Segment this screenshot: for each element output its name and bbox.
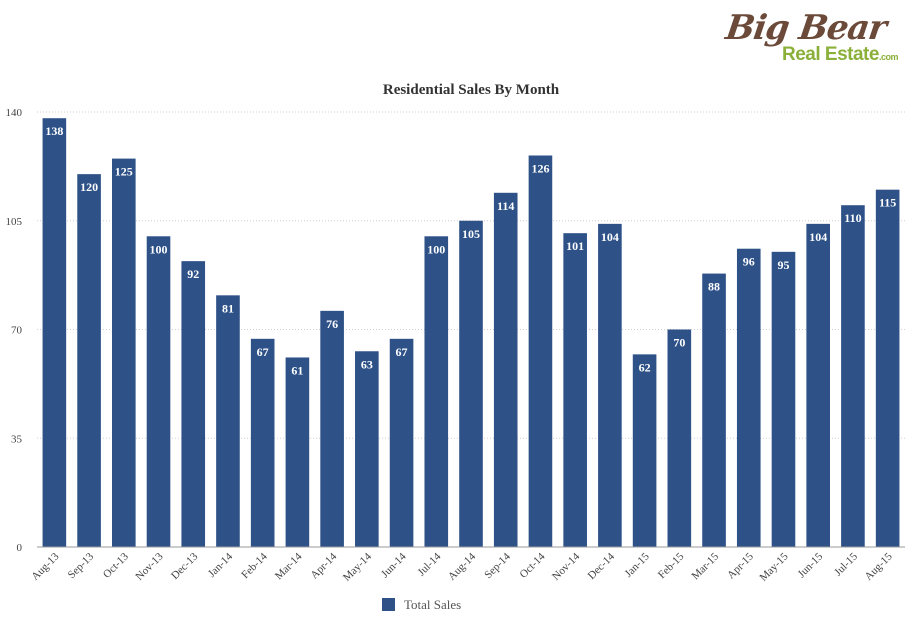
x-tick-label: Jun-15 [796, 550, 826, 580]
bar-data-label: 81 [222, 301, 234, 315]
bar[interactable] [42, 118, 67, 547]
bar[interactable] [528, 155, 553, 548]
y-axis-ticks: 0 35 70 105 140 [6, 107, 23, 554]
x-tick-label: Apr-15 [725, 550, 756, 581]
bar[interactable] [389, 338, 414, 547]
logo-text-real-estate: Real Estate.com [782, 44, 898, 66]
bar-data-label: 104 [601, 230, 619, 244]
bars [42, 118, 900, 548]
x-tick-label: Feb-15 [656, 550, 687, 581]
bar-data-label: 105 [462, 227, 480, 241]
bar[interactable] [806, 223, 831, 547]
bar-data-label: 100 [150, 242, 168, 256]
x-tick-label: Oct-14 [517, 550, 547, 580]
bar-data-labels: 138 120 125 100 92 81 67 61 76 63 67 100 105 114 126 10… [45, 124, 896, 377]
bar[interactable] [320, 310, 344, 547]
y-tick-label: 35 [11, 433, 23, 445]
bar-data-label: 110 [844, 211, 861, 225]
bar-data-label: 63 [361, 357, 373, 371]
bar[interactable] [146, 236, 171, 548]
x-tick-label: Aug-13 [29, 550, 62, 583]
bar[interactable] [702, 273, 726, 547]
bar-data-label: 76 [326, 317, 338, 331]
bar-data-label: 92 [187, 267, 199, 281]
bar[interactable] [771, 251, 796, 548]
bar-data-label: 126 [531, 162, 549, 176]
y-tick-label: 105 [6, 216, 23, 228]
x-tick-label: May-15 [757, 550, 790, 583]
bar-data-label: 88 [708, 280, 720, 294]
y-tick-label: 140 [6, 107, 23, 119]
x-tick-label: Jan-14 [206, 550, 236, 580]
legend[interactable]: Total Sales [382, 597, 461, 612]
x-tick-label: Nov-14 [550, 550, 583, 583]
bar[interactable] [493, 192, 518, 548]
bar-data-label: 96 [743, 255, 755, 269]
bar[interactable] [841, 205, 865, 547]
bar-data-label: 104 [809, 230, 827, 244]
x-tick-label: Sep-13 [66, 550, 97, 581]
x-tick-label: Jun-14 [379, 550, 409, 580]
bar[interactable] [424, 236, 449, 548]
bar[interactable] [111, 158, 136, 547]
y-tick-label: 70 [11, 325, 23, 337]
bar-data-label: 67 [257, 345, 269, 359]
x-tick-label: May-14 [341, 550, 374, 583]
bar[interactable] [77, 174, 101, 547]
company-logo: Big Bear Real Estate.com [723, 8, 900, 70]
bar[interactable] [598, 223, 622, 547]
bar[interactable] [875, 189, 900, 547]
bar-data-label: 115 [879, 196, 896, 210]
bar[interactable] [667, 329, 692, 548]
x-axis-ticks: Aug-13 Sep-13 Oct-13 Nov-13 Dec-13 Jan-14 Feb-… [29, 550, 895, 583]
bar-data-label: 100 [427, 242, 445, 256]
logo-text-suffix: .com [878, 52, 899, 62]
x-tick-label: Jul-14 [415, 550, 443, 578]
x-tick-label: Mar-14 [273, 550, 305, 582]
x-tick-label: Mar-15 [689, 550, 721, 582]
x-tick-label: Oct-13 [101, 550, 131, 580]
bar-data-label: 67 [396, 345, 408, 359]
bar[interactable] [563, 233, 587, 547]
bar[interactable] [216, 295, 240, 547]
x-tick-label: Jul-15 [832, 550, 860, 578]
bar-data-label: 125 [115, 165, 133, 179]
bar-data-label: 101 [566, 239, 584, 253]
bar[interactable] [250, 338, 275, 547]
x-tick-label: Nov-13 [133, 550, 166, 583]
x-tick-label: Aug-15 [863, 550, 896, 583]
legend-label: Total Sales [404, 597, 461, 612]
x-tick-label: Apr-14 [308, 550, 339, 581]
bar[interactable] [736, 248, 761, 547]
bar[interactable] [181, 261, 206, 547]
x-tick-label: Dec-13 [169, 550, 201, 582]
bar[interactable] [632, 354, 657, 547]
legend-swatch [382, 598, 395, 611]
bar[interactable] [355, 351, 379, 547]
bar[interactable] [459, 220, 483, 547]
bar-data-label: 138 [45, 124, 63, 138]
x-tick-label: Sep-14 [482, 550, 513, 581]
bar-data-label: 61 [291, 363, 303, 377]
bar-data-label: 95 [777, 258, 789, 272]
bar-data-label: 62 [639, 360, 651, 374]
bar[interactable] [285, 357, 310, 547]
x-tick-label: Aug-14 [446, 550, 479, 583]
y-tick-label: 0 [17, 542, 23, 554]
x-tick-label: Dec-14 [586, 550, 618, 582]
x-tick-label: Feb-14 [239, 550, 270, 581]
bar-data-label: 120 [80, 180, 98, 194]
logo-text-real-estate-main: Real Estate [782, 44, 879, 65]
chart-title: Residential Sales By Month [383, 82, 560, 98]
x-tick-label: Jan-15 [622, 550, 652, 580]
bar-data-label: 114 [497, 199, 514, 213]
bar-data-label: 70 [673, 336, 685, 350]
